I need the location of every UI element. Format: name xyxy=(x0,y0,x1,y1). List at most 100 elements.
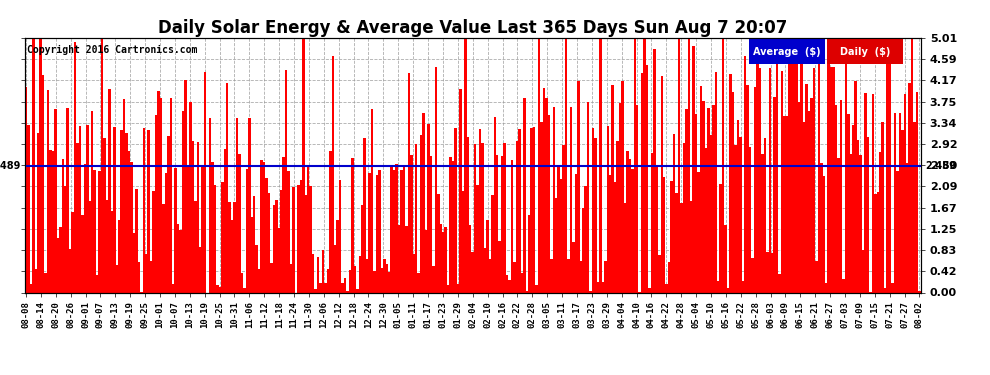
Bar xyxy=(562,145,564,292)
FancyBboxPatch shape xyxy=(748,39,825,64)
Bar xyxy=(381,268,383,292)
Bar xyxy=(842,279,844,292)
Bar xyxy=(828,57,830,292)
Bar xyxy=(582,208,584,292)
Bar xyxy=(216,285,219,292)
Bar xyxy=(305,195,307,292)
Bar xyxy=(182,111,184,292)
Bar xyxy=(400,171,403,292)
Bar xyxy=(636,105,639,292)
Bar xyxy=(707,108,710,292)
Bar xyxy=(778,274,781,292)
Bar xyxy=(624,203,626,292)
Bar xyxy=(98,171,101,292)
Bar xyxy=(320,282,322,292)
Bar xyxy=(54,109,56,292)
Bar xyxy=(786,117,788,292)
Bar xyxy=(103,138,106,292)
Bar xyxy=(597,282,599,292)
Bar xyxy=(781,71,783,292)
Bar xyxy=(300,180,302,292)
Bar xyxy=(818,38,820,292)
Bar xyxy=(742,281,743,292)
Text: Average  ($): Average ($) xyxy=(753,46,821,57)
Bar xyxy=(857,140,859,292)
Bar xyxy=(602,282,604,292)
Bar xyxy=(121,130,123,292)
Bar xyxy=(629,159,631,292)
Bar xyxy=(663,177,665,292)
FancyBboxPatch shape xyxy=(827,39,903,64)
Bar xyxy=(248,118,250,292)
Bar xyxy=(538,38,541,292)
Bar xyxy=(440,224,443,292)
Bar xyxy=(224,149,226,292)
Bar xyxy=(371,108,373,292)
Bar xyxy=(378,170,381,292)
Bar xyxy=(152,191,154,292)
Bar xyxy=(798,102,801,292)
Bar xyxy=(675,193,678,292)
Bar xyxy=(334,244,337,292)
Bar xyxy=(184,80,187,292)
Bar xyxy=(312,254,315,292)
Bar xyxy=(813,68,815,292)
Text: 2.489: 2.489 xyxy=(926,161,956,171)
Bar xyxy=(526,291,528,292)
Bar xyxy=(376,175,378,292)
Bar xyxy=(835,105,838,292)
Bar xyxy=(136,189,138,292)
Bar xyxy=(32,38,35,292)
Bar xyxy=(653,49,655,292)
Bar xyxy=(763,138,766,292)
Bar xyxy=(840,100,842,292)
Bar xyxy=(118,220,121,292)
Bar xyxy=(876,192,879,292)
Bar xyxy=(373,271,376,292)
Bar xyxy=(143,128,145,292)
Bar xyxy=(116,265,118,292)
Bar xyxy=(37,133,40,292)
Bar xyxy=(415,144,418,292)
Bar xyxy=(307,166,310,292)
Bar xyxy=(344,278,346,292)
Bar xyxy=(50,150,51,292)
Bar xyxy=(854,81,857,292)
Bar xyxy=(353,266,356,292)
Bar xyxy=(496,155,499,292)
Bar xyxy=(368,172,371,292)
Bar xyxy=(506,275,508,292)
Bar xyxy=(148,130,149,292)
Bar xyxy=(838,158,840,292)
Bar xyxy=(332,56,334,292)
Bar xyxy=(236,118,239,292)
Bar xyxy=(503,143,506,292)
Bar xyxy=(825,283,828,292)
Bar xyxy=(405,226,408,292)
Bar xyxy=(192,141,194,292)
Bar xyxy=(604,261,607,292)
Bar xyxy=(246,169,248,292)
Bar xyxy=(290,264,292,292)
Bar xyxy=(743,56,746,292)
Bar xyxy=(154,116,157,292)
Bar xyxy=(337,220,339,292)
Bar xyxy=(339,180,342,292)
Bar xyxy=(258,268,260,292)
Text: Copyright 2016 Cartronics.com: Copyright 2016 Cartronics.com xyxy=(27,45,197,55)
Bar xyxy=(861,250,864,292)
Bar xyxy=(545,98,547,292)
Bar xyxy=(169,98,172,292)
Bar xyxy=(599,38,602,292)
Bar xyxy=(805,84,808,292)
Bar xyxy=(725,225,727,292)
Bar xyxy=(425,230,428,292)
Bar xyxy=(346,291,348,292)
Bar xyxy=(531,128,533,292)
Bar xyxy=(810,98,813,292)
Bar xyxy=(776,38,778,292)
Bar xyxy=(138,262,141,292)
Bar xyxy=(260,160,263,292)
Bar xyxy=(292,187,295,292)
Bar xyxy=(783,116,786,292)
